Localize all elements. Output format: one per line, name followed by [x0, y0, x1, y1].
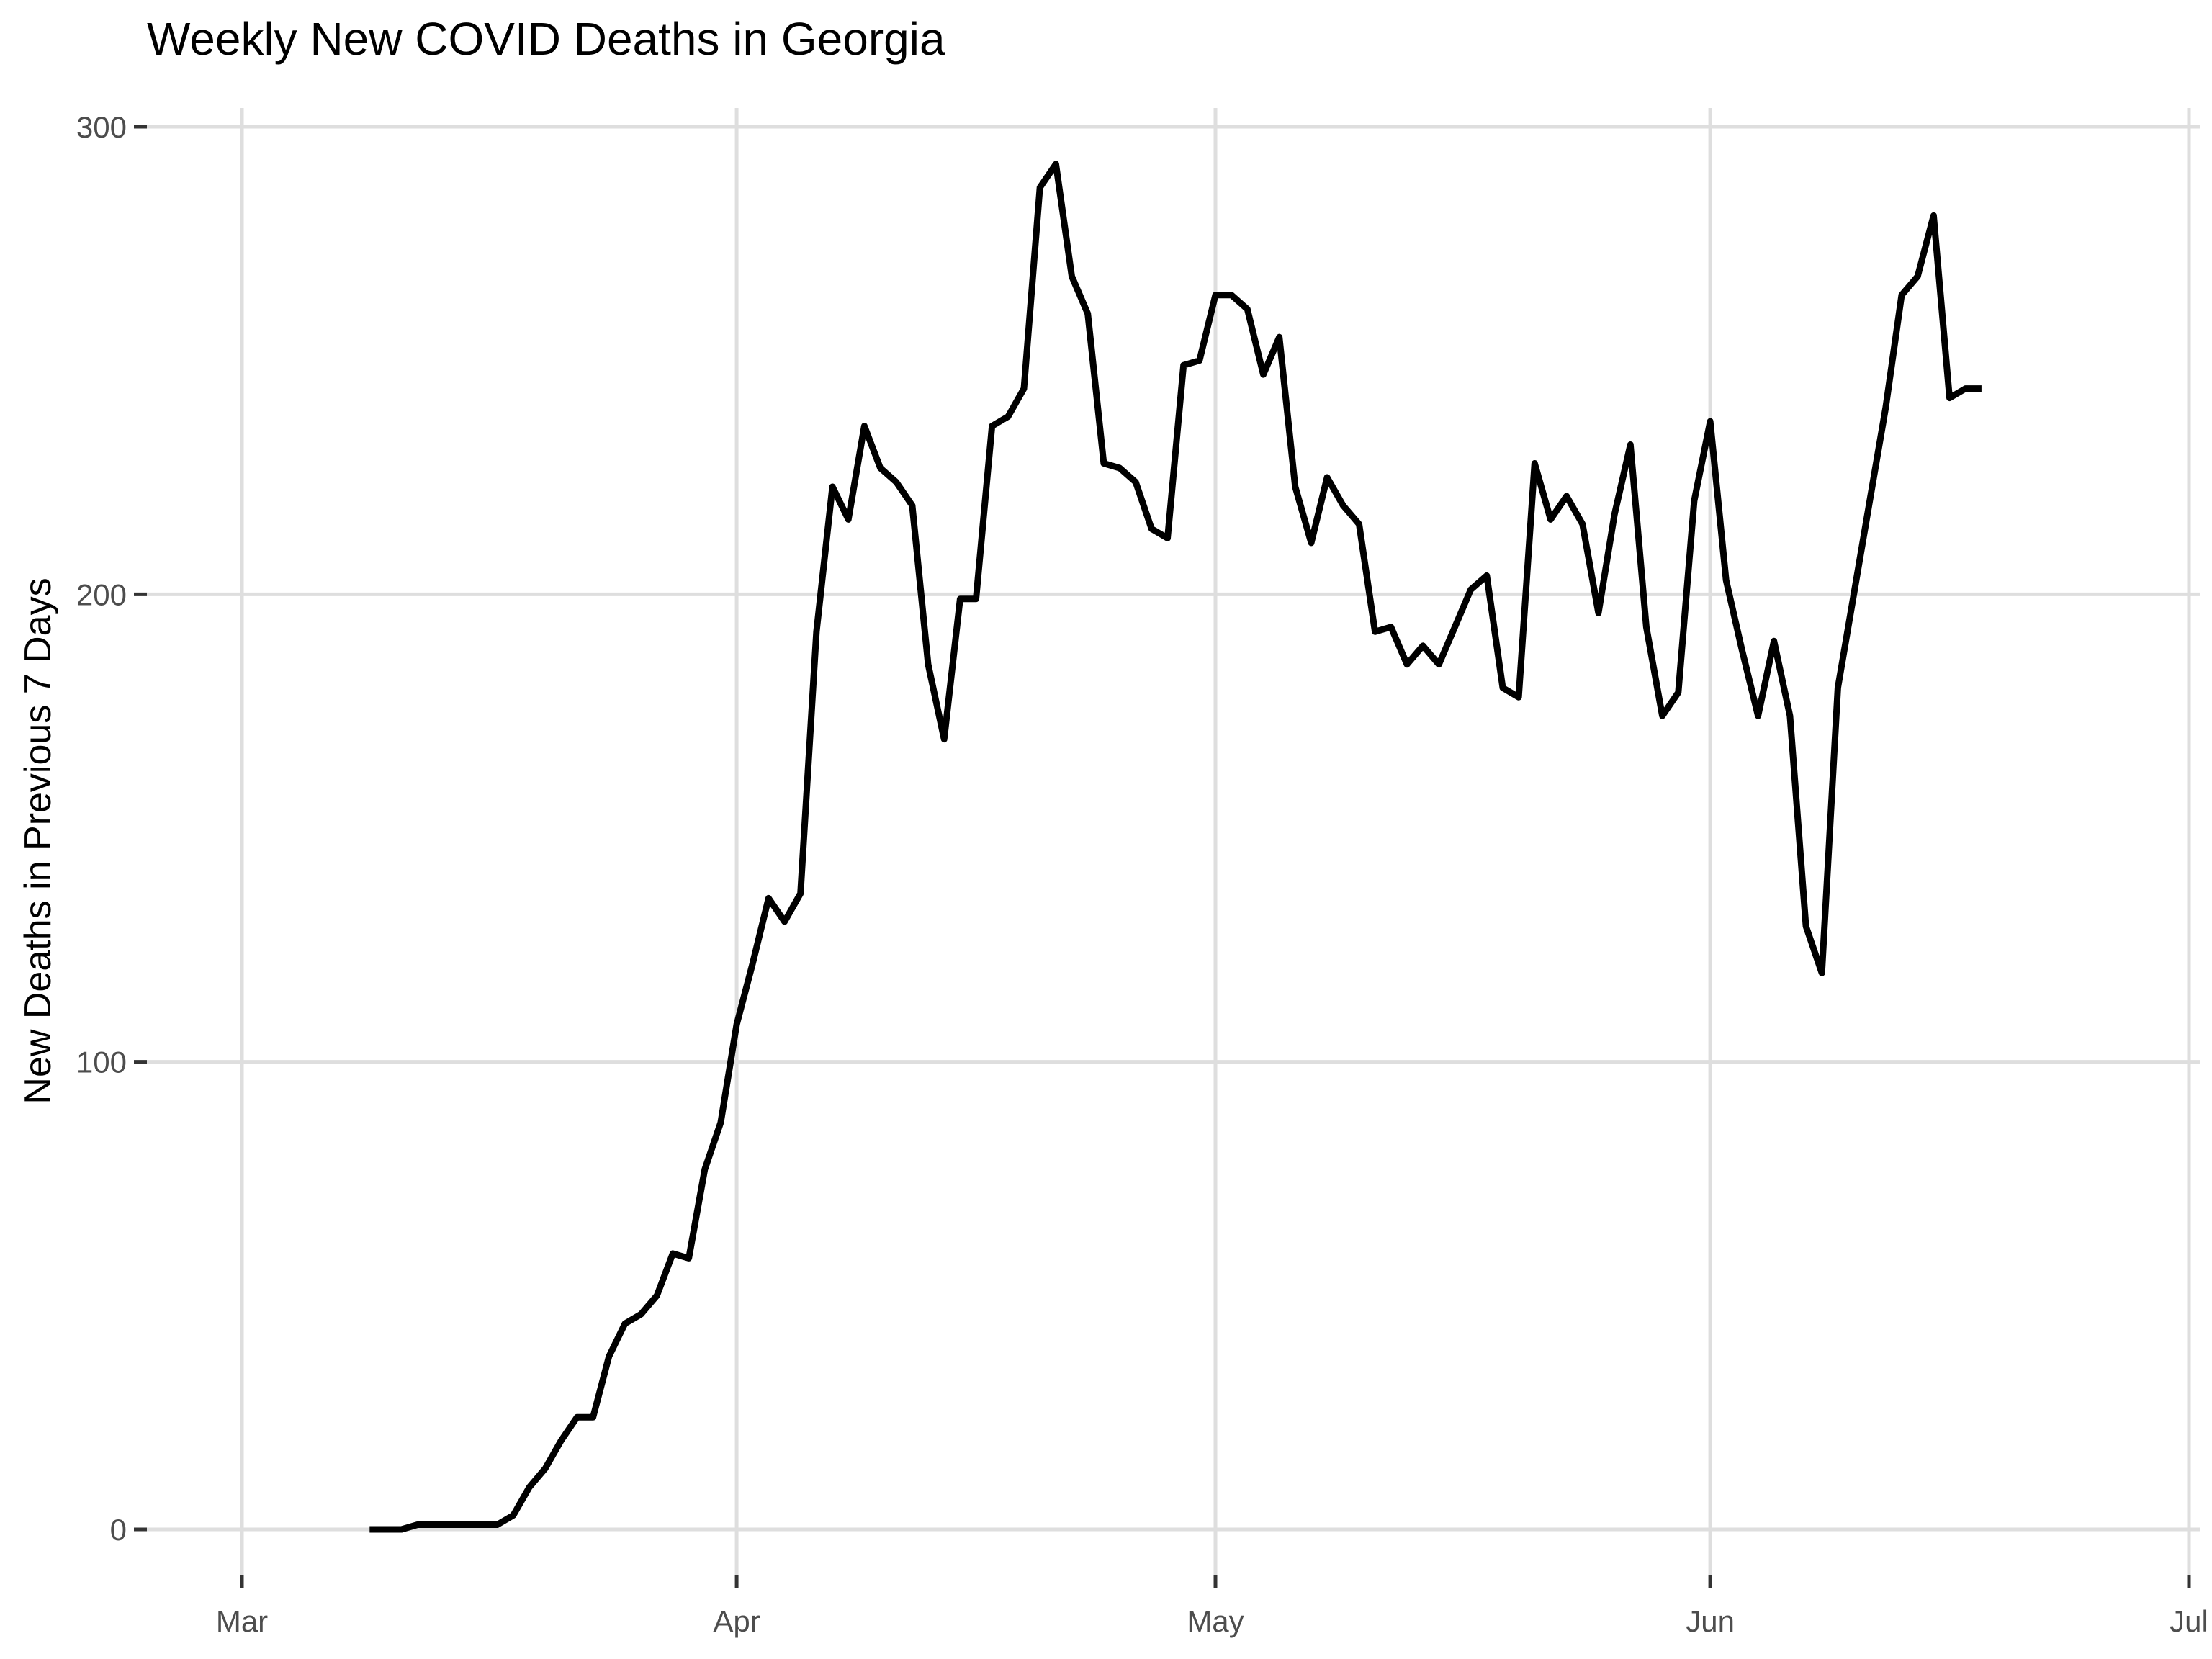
y-tick-label: 200: [76, 577, 127, 611]
x-tick-label: Mar: [216, 1604, 268, 1638]
y-tick-label: 0: [110, 1513, 127, 1547]
x-gridlines: [240, 108, 2191, 1575]
x-axis: Mar Apr May Jun Jul: [216, 1575, 2208, 1638]
y-tick-label: 300: [76, 110, 127, 144]
x-tick-label: May: [1187, 1604, 1244, 1638]
y-axis: 0 100 200 300: [76, 110, 147, 1547]
chart-title: Weekly New COVID Deaths in Georgia: [147, 13, 945, 65]
series-line: [369, 161, 1982, 1533]
y-gridlines: [147, 125, 2200, 1532]
x-tick-label: Jul: [2170, 1604, 2208, 1638]
x-tick-label: Jun: [1686, 1604, 1735, 1638]
y-axis-title: New Deaths in Previous 7 Days: [17, 577, 59, 1104]
y-tick-label: 100: [76, 1046, 127, 1079]
series-layer: [369, 161, 1982, 1533]
x-tick-label: Apr: [713, 1604, 760, 1638]
